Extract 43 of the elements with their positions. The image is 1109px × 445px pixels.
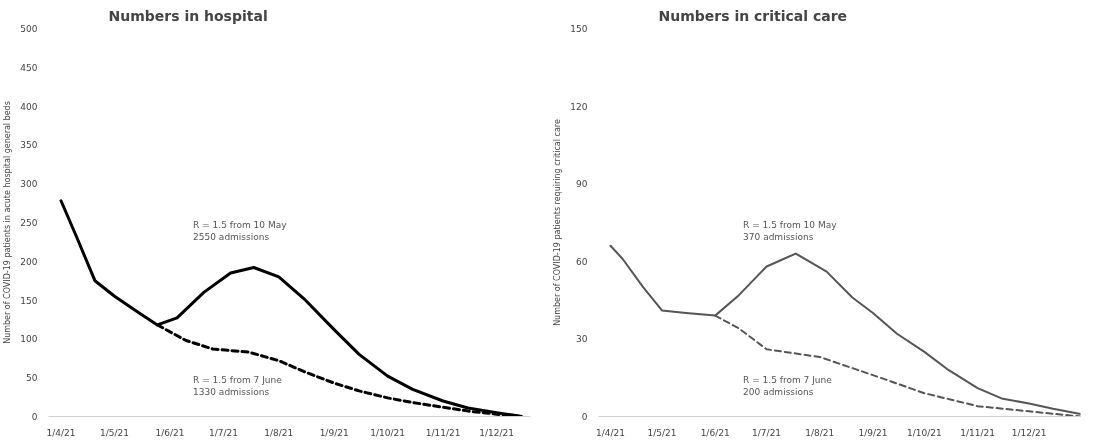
- chart-title: Numbers in critical care: [658, 7, 848, 24]
- x-tick-label: 1/9/21: [319, 427, 349, 438]
- x-tick-label: 1/10/21: [370, 427, 406, 438]
- y-tick-label: 200: [20, 256, 38, 267]
- x-tick-label: 1/4/21: [596, 427, 625, 438]
- y-tick-label: 400: [20, 101, 38, 112]
- x-tick-label: 1/6/21: [700, 427, 730, 438]
- x-tick-label: 1/6/21: [155, 427, 185, 438]
- x-tick-label: 1/8/21: [264, 427, 294, 438]
- y-tick-label: 450: [20, 62, 38, 73]
- y-tick-label: 60: [576, 256, 588, 267]
- y-tick-label: 250: [20, 218, 38, 228]
- y-tick-label: 120: [570, 101, 588, 112]
- annotation: R = 1.5 from 10 May 2550 admissions: [193, 219, 288, 242]
- x-tick-label: 1/5/21: [100, 427, 130, 438]
- chart-title: Numbers in hospital: [108, 7, 268, 24]
- annotation: R = 1.5 from 7 June 1330 admissions: [193, 375, 283, 398]
- annotation: R = 1.5 from 7 June 200 admissions: [743, 375, 833, 398]
- x-tick-label: 1/12/21: [1011, 427, 1047, 438]
- x-tick-label: 1/4/21: [46, 427, 76, 438]
- y-tick-label: 30: [576, 334, 588, 345]
- y-tick-label: 350: [20, 140, 38, 151]
- y-tick-label: 90: [576, 179, 588, 190]
- x-tick-label: 1/9/21: [858, 427, 888, 438]
- y-tick-label: 0: [31, 412, 38, 422]
- y-tick-label: 300: [20, 179, 38, 190]
- y-tick-label: 100: [20, 334, 38, 345]
- y-tick-label: 50: [26, 373, 38, 384]
- annotation: R = 1.5 from 10 May 370 admissions: [743, 219, 838, 242]
- y-tick-label: 150: [570, 24, 588, 34]
- x-tick-label: 1/5/21: [647, 427, 677, 438]
- y-tick-label: 500: [20, 24, 38, 34]
- y-tick-label: 150: [20, 295, 38, 306]
- x-tick-label: 1/11/21: [425, 427, 461, 438]
- x-tick-label: 1/8/21: [805, 427, 835, 438]
- x-tick-label: 1/7/21: [208, 427, 238, 438]
- x-tick-label: 1/7/21: [752, 427, 782, 438]
- y-tick-label: 0: [581, 412, 588, 422]
- x-tick-label: 1/12/21: [479, 427, 514, 438]
- y-axis-title: Number of COVID-19 patients in acute hospital general beds: [3, 101, 13, 344]
- x-tick-label: 1/10/21: [907, 427, 942, 438]
- y-axis-title: Number of COVID-19 patients requiring critical care: [553, 119, 563, 326]
- x-tick-label: 1/11/21: [960, 427, 995, 438]
